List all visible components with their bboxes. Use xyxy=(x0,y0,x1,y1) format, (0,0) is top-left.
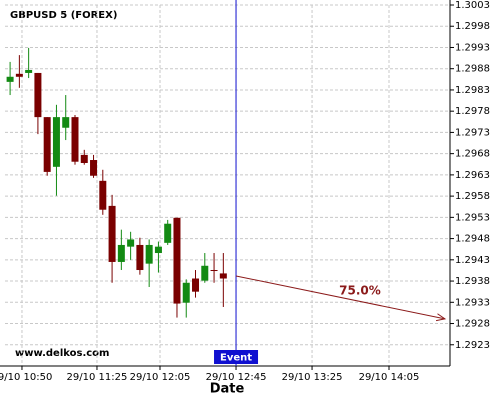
y-tick-label: 1.2968 xyxy=(455,149,490,160)
y-tick-label: 1.2943 xyxy=(455,255,490,266)
y-tick-label: 1.2963 xyxy=(455,170,490,181)
candle-body xyxy=(136,244,144,271)
event-label: Event xyxy=(220,353,252,364)
candle-body xyxy=(164,223,172,243)
x-tick-label: 29/10 12:05 xyxy=(130,372,191,383)
y-tick-label: 1.2933 xyxy=(455,297,490,308)
candle-body xyxy=(192,278,200,292)
projection-arrowhead xyxy=(435,313,447,322)
candle-body xyxy=(6,76,14,82)
y-tick-label: 1.2938 xyxy=(455,276,490,287)
y-tick-label: 1.2953 xyxy=(455,212,490,223)
y-tick-label: 1.2988 xyxy=(455,64,490,75)
candle-body xyxy=(90,160,98,176)
chart-title: GBPUSD 5 (FOREX) xyxy=(10,10,117,21)
candle-body xyxy=(71,117,79,162)
x-tick-label: 29/10 11:25 xyxy=(67,372,128,383)
candle-body xyxy=(219,273,227,279)
y-tick-label: 1.2998 xyxy=(455,21,490,32)
candle-body xyxy=(80,154,88,163)
candle-body xyxy=(108,205,116,262)
x-tick-label: 29/10 12:45 xyxy=(206,372,267,383)
y-tick-label: 1.2928 xyxy=(455,319,490,330)
candle-body xyxy=(15,73,23,77)
y-tick-label: 1.2958 xyxy=(455,191,490,202)
y-tick-label: 1.2978 xyxy=(455,106,490,117)
x-tick-label: 29/10 13:25 xyxy=(282,372,343,383)
candle-body xyxy=(52,117,60,167)
y-tick-label: 1.2983 xyxy=(455,85,490,96)
candle-body xyxy=(210,270,218,272)
candle-body xyxy=(127,239,135,247)
y-tick-label: 1.2948 xyxy=(455,234,490,245)
x-tick-label: 29/10 10:50 xyxy=(0,372,52,383)
y-tick-label: 1.2973 xyxy=(455,127,490,138)
candle-body xyxy=(43,117,51,172)
candle-body xyxy=(62,117,70,128)
candle-body xyxy=(182,282,190,303)
candle-body xyxy=(154,246,162,254)
x-axis-label: Date xyxy=(210,382,245,397)
projection-label: 75.0% xyxy=(339,284,381,298)
projection-line xyxy=(235,275,446,320)
candle-body xyxy=(99,180,107,210)
candle-body xyxy=(145,244,153,264)
y-tick-label: 1.3003 xyxy=(455,0,490,11)
event-box xyxy=(214,350,259,364)
x-tick-label: 29/10 14:05 xyxy=(359,372,420,383)
watermark: www.delkos.com xyxy=(15,348,109,359)
y-tick-label: 1.2993 xyxy=(455,42,490,53)
candle-body xyxy=(25,69,33,73)
candle-body xyxy=(34,72,42,118)
candle-body xyxy=(173,217,181,304)
y-tick-label: 1.2923 xyxy=(455,340,490,351)
candle-body xyxy=(117,244,125,262)
candle-body xyxy=(201,265,209,281)
